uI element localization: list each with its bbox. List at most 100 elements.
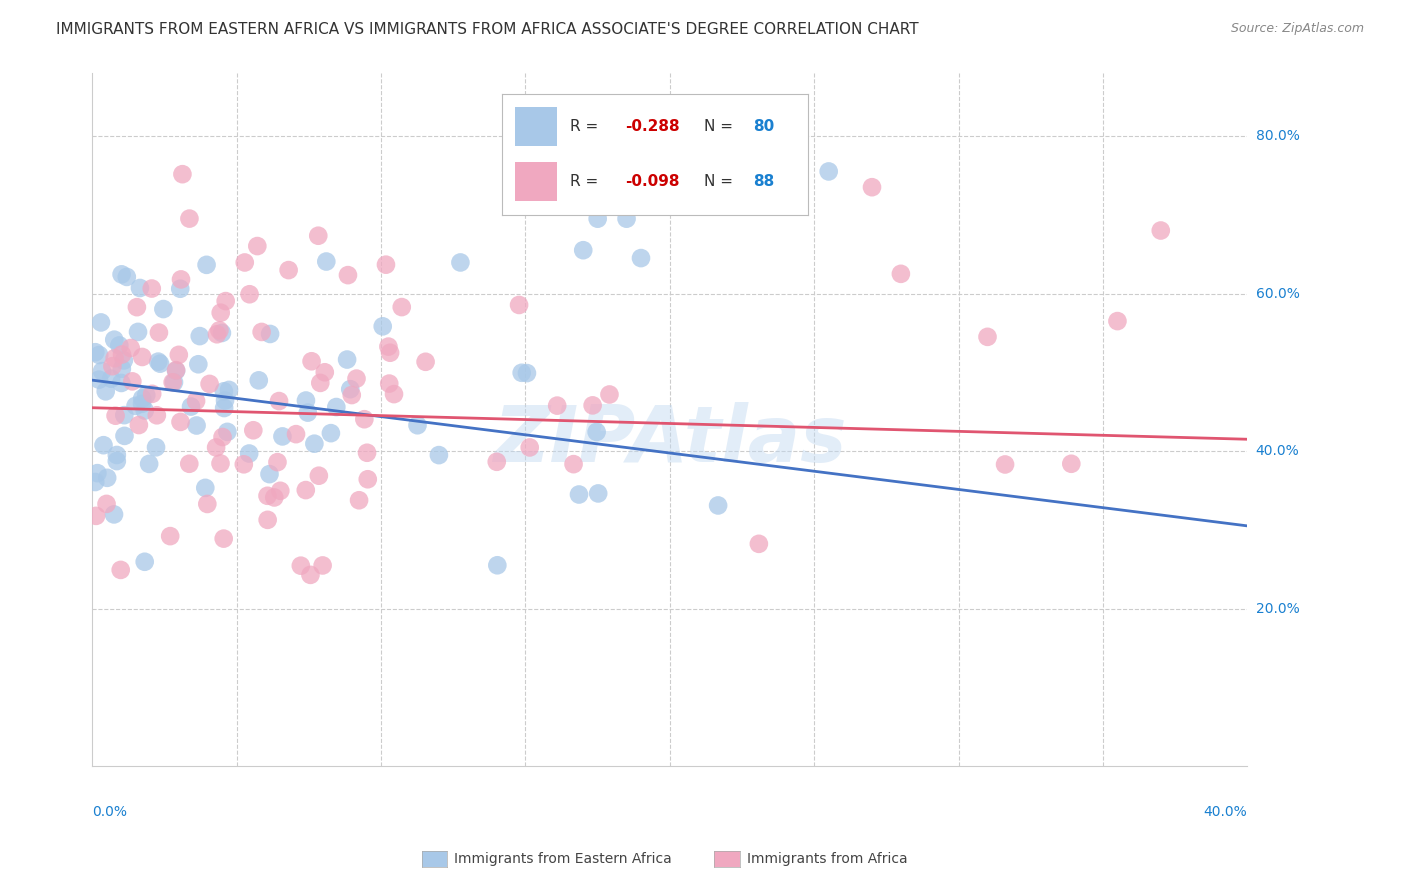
Point bbox=[378, 345, 401, 359]
Point bbox=[486, 558, 509, 573]
Point bbox=[103, 333, 125, 347]
Point bbox=[127, 325, 149, 339]
Point bbox=[277, 263, 299, 277]
Point bbox=[87, 373, 110, 387]
Point bbox=[184, 394, 207, 409]
Point bbox=[860, 180, 883, 194]
Point bbox=[336, 268, 359, 282]
Point bbox=[294, 483, 316, 497]
Point bbox=[238, 287, 260, 301]
Point bbox=[110, 376, 132, 390]
Point bbox=[93, 438, 115, 452]
Point bbox=[301, 354, 323, 368]
Text: 0.0%: 0.0% bbox=[93, 805, 128, 819]
Point bbox=[285, 427, 308, 442]
Point bbox=[165, 364, 187, 378]
Point bbox=[205, 441, 228, 455]
Point bbox=[129, 281, 152, 295]
Point bbox=[347, 493, 370, 508]
Point bbox=[159, 529, 181, 543]
Point bbox=[340, 388, 363, 402]
Point bbox=[315, 254, 337, 268]
Text: 20.0%: 20.0% bbox=[1256, 601, 1299, 615]
Point bbox=[96, 497, 118, 511]
Point bbox=[84, 345, 107, 359]
Point bbox=[105, 448, 128, 462]
Point bbox=[616, 211, 638, 226]
Point bbox=[104, 409, 127, 423]
Point bbox=[336, 352, 359, 367]
Point bbox=[110, 268, 132, 282]
Point bbox=[148, 354, 170, 368]
Point bbox=[149, 357, 172, 371]
Point bbox=[546, 399, 568, 413]
Point bbox=[307, 228, 329, 243]
Point bbox=[630, 251, 652, 265]
Point bbox=[406, 418, 429, 433]
Point bbox=[134, 555, 156, 569]
Point bbox=[208, 323, 231, 337]
Point bbox=[378, 376, 401, 391]
Point bbox=[586, 211, 609, 226]
Text: 80.0%: 80.0% bbox=[1256, 129, 1299, 143]
Point bbox=[427, 448, 450, 462]
Point bbox=[375, 258, 398, 272]
Point bbox=[211, 326, 233, 340]
Point bbox=[172, 167, 194, 181]
Text: Immigrants from Africa: Immigrants from Africa bbox=[747, 852, 907, 866]
Point bbox=[311, 558, 333, 573]
Point bbox=[141, 387, 163, 401]
Point bbox=[187, 357, 209, 371]
Text: Source: ZipAtlas.com: Source: ZipAtlas.com bbox=[1230, 22, 1364, 36]
Point bbox=[242, 423, 264, 437]
Point bbox=[131, 350, 153, 364]
Point bbox=[250, 325, 273, 339]
Point bbox=[271, 429, 294, 443]
Point bbox=[131, 392, 153, 406]
Point bbox=[246, 239, 269, 253]
Point bbox=[209, 457, 232, 471]
Point bbox=[125, 300, 148, 314]
Point bbox=[169, 282, 191, 296]
Point bbox=[319, 426, 342, 441]
Point bbox=[110, 563, 132, 577]
Point bbox=[180, 400, 202, 414]
Point bbox=[195, 497, 218, 511]
Point bbox=[519, 441, 541, 455]
Point bbox=[111, 361, 134, 376]
Point bbox=[112, 353, 135, 368]
Point bbox=[111, 347, 134, 361]
Text: 40.0%: 40.0% bbox=[1256, 444, 1299, 458]
Point bbox=[218, 383, 240, 397]
Point bbox=[170, 272, 193, 286]
Point bbox=[128, 418, 150, 433]
Point bbox=[112, 408, 135, 422]
Text: IMMIGRANTS FROM EASTERN AFRICA VS IMMIGRANTS FROM AFRICA ASSOCIATE'S DEGREE CORR: IMMIGRANTS FROM EASTERN AFRICA VS IMMIGR… bbox=[56, 22, 920, 37]
Point bbox=[994, 458, 1017, 472]
Point bbox=[297, 406, 319, 420]
Point bbox=[205, 327, 228, 342]
Point bbox=[131, 397, 153, 411]
Point bbox=[256, 489, 278, 503]
Point bbox=[145, 440, 167, 454]
Point bbox=[209, 306, 232, 320]
Point bbox=[356, 446, 378, 460]
Point bbox=[138, 457, 160, 471]
Point bbox=[357, 472, 380, 486]
Point bbox=[84, 475, 107, 489]
Point bbox=[371, 319, 394, 334]
Point bbox=[415, 355, 437, 369]
Point bbox=[232, 458, 254, 472]
Point bbox=[562, 457, 585, 471]
Point bbox=[96, 471, 118, 485]
Point bbox=[148, 326, 170, 340]
Point bbox=[266, 455, 288, 469]
Point bbox=[165, 363, 187, 377]
Point bbox=[267, 394, 290, 409]
Point bbox=[582, 398, 605, 412]
Point bbox=[163, 376, 186, 390]
Point bbox=[212, 384, 235, 399]
Point bbox=[90, 315, 112, 329]
Point bbox=[707, 499, 730, 513]
Point bbox=[186, 418, 208, 433]
